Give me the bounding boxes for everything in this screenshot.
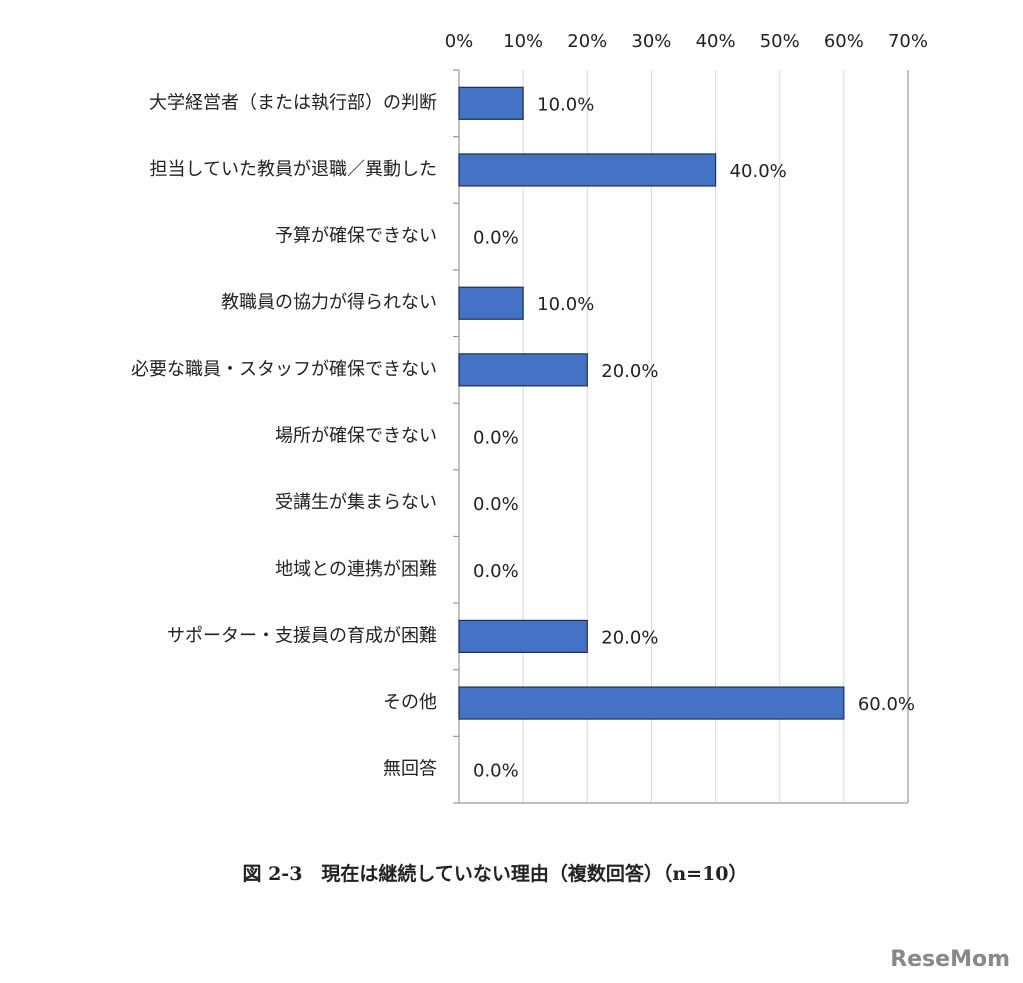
y-tick-label: 担当していた教員が退職／異動した [150,159,437,180]
value-label: 20.0% [601,627,658,648]
bar [458,686,845,720]
y-tick-label: その他 [383,692,437,713]
value-label: 60.0% [858,694,915,715]
bar [458,619,588,654]
value-label: 0.0% [473,494,519,515]
y-tick-label: サポーター・支援員の育成が困難 [167,625,437,646]
x-tick-label: 30% [631,31,671,52]
x-tick-label: 10% [503,31,543,52]
watermark: ReseMom [890,947,1010,972]
x-tick-label: 70% [888,31,928,52]
x-tick-label: 20% [567,31,607,52]
x-tick-label: 40% [696,31,736,52]
y-tick-label: 受講生が集まらない [275,492,437,513]
bar [458,353,588,387]
value-label: 0.0% [473,761,519,782]
x-tick-label: 60% [824,31,864,52]
value-label: 0.0% [473,561,519,582]
value-label: 0.0% [473,428,519,449]
x-tick-label: 0% [445,31,474,52]
y-tick-label: 大学経営者（または執行部）の判断 [149,92,437,113]
value-label: 0.0% [473,228,519,249]
y-tick-label: 必要な職員・スタッフが確保できない [131,359,437,380]
y-tick-label: 予算が確保できない [275,226,437,247]
value-label: 40.0% [730,161,787,182]
bar [458,153,717,187]
caption: 図 2-3 現在は継続していない理由（複数回答）（n=10） [242,862,747,885]
y-tick-label: 教職員の協力が得られない [221,292,437,313]
value-label: 20.0% [601,361,658,382]
y-tick-label: 場所が確保できない [275,426,437,447]
value-label: 10.0% [537,294,594,315]
value-label: 10.0% [537,94,594,115]
bar [458,86,524,120]
x-tick-label: 50% [760,31,800,52]
y-tick-label: 無回答 [383,759,437,780]
bar [458,286,524,320]
y-tick-label: 地域との連携が困難 [275,559,437,580]
